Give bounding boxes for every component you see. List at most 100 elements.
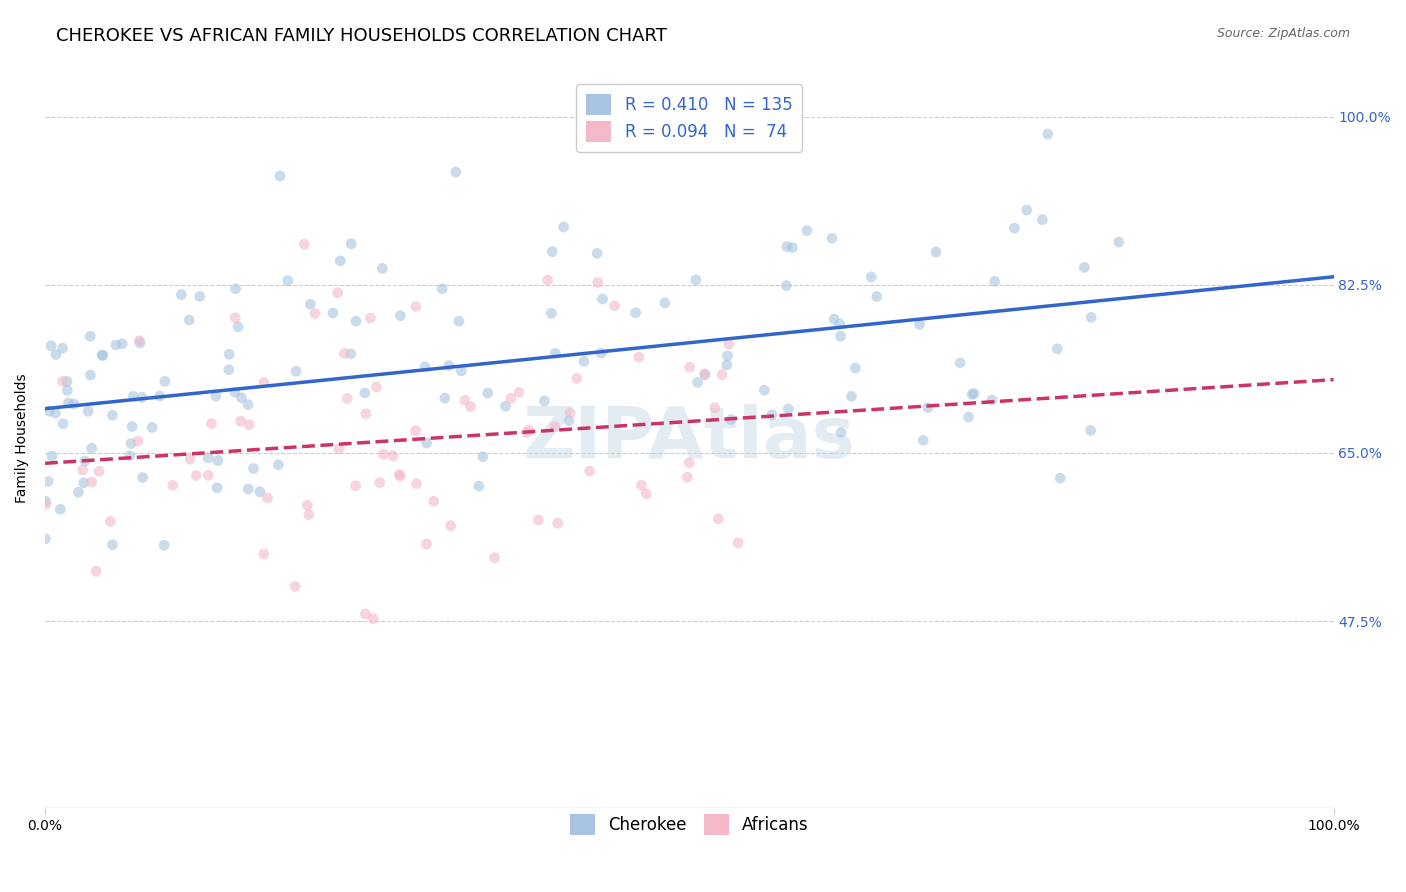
Point [127,434,149,448]
Point [87,464,110,478]
Point [963,386,986,401]
Point [754,384,776,398]
Point [231,391,253,405]
Point [354,607,377,621]
Point [284,579,307,593]
Point [450,364,472,378]
Point [603,299,626,313]
Point [630,478,652,492]
Point [84,564,107,578]
Point [678,456,700,470]
Point [344,479,367,493]
Point [344,314,367,328]
Point [224,310,246,325]
Point [627,350,650,364]
Point [1031,212,1053,227]
Point [224,385,246,400]
Point [91,348,114,362]
Point [56,375,79,389]
Point [253,547,276,561]
Point [368,475,391,490]
Point [578,464,600,478]
Text: CHEROKEE VS AFRICAN FAMILY HOUSEHOLDS CORRELATION CHART: CHEROKEE VS AFRICAN FAMILY HOUSEHOLDS CO… [56,27,666,45]
Point [1015,202,1038,217]
Point [586,276,609,290]
Point [44,406,66,420]
Point [1073,260,1095,275]
Point [299,297,322,311]
Point [775,278,797,293]
Point [51,341,73,355]
Point [415,537,437,551]
Point [1046,342,1069,356]
Point [413,359,436,374]
Point [821,231,844,245]
Point [73,475,96,490]
Point [80,475,103,490]
Point [565,371,588,385]
Point [437,359,460,373]
Point [471,450,494,464]
Point [527,513,550,527]
Point [52,417,75,431]
Point [761,408,783,422]
Point [828,317,851,331]
Point [841,389,863,403]
Point [381,449,404,463]
Point [912,434,935,448]
Point [957,410,980,425]
Point [225,282,247,296]
Point [558,414,581,428]
Point [796,224,818,238]
Point [693,367,716,381]
Point [141,420,163,434]
Point [716,349,738,363]
Point [339,347,361,361]
Point [517,423,540,437]
Point [586,246,609,260]
Point [433,391,456,405]
Point [776,239,799,253]
Point [58,396,80,410]
Point [405,424,427,438]
Point [415,436,437,450]
Point [468,479,491,493]
Point [118,449,141,463]
Point [703,401,725,415]
Point [711,368,734,382]
Point [499,392,522,406]
Point [67,485,90,500]
Point [354,407,377,421]
Point [432,282,454,296]
Point [544,419,567,434]
Point [73,454,96,468]
Point [204,389,226,403]
Point [782,241,804,255]
Point [917,401,939,415]
Point [949,356,972,370]
Point [297,498,319,512]
Point [359,311,381,326]
Point [292,237,315,252]
Point [179,452,201,467]
Point [553,219,575,234]
Point [460,400,482,414]
Point [131,470,153,484]
Point [242,461,264,475]
Point [515,425,537,440]
Point [129,335,152,350]
Point [830,329,852,343]
Point [361,612,384,626]
Point [686,376,709,390]
Point [1108,235,1130,249]
Point [170,287,193,301]
Point [38,404,60,418]
Point [1002,221,1025,235]
Point [422,494,444,508]
Point [823,312,845,326]
Point [128,334,150,348]
Point [908,318,931,332]
Point [830,425,852,440]
Point [592,292,614,306]
Point [1080,310,1102,325]
